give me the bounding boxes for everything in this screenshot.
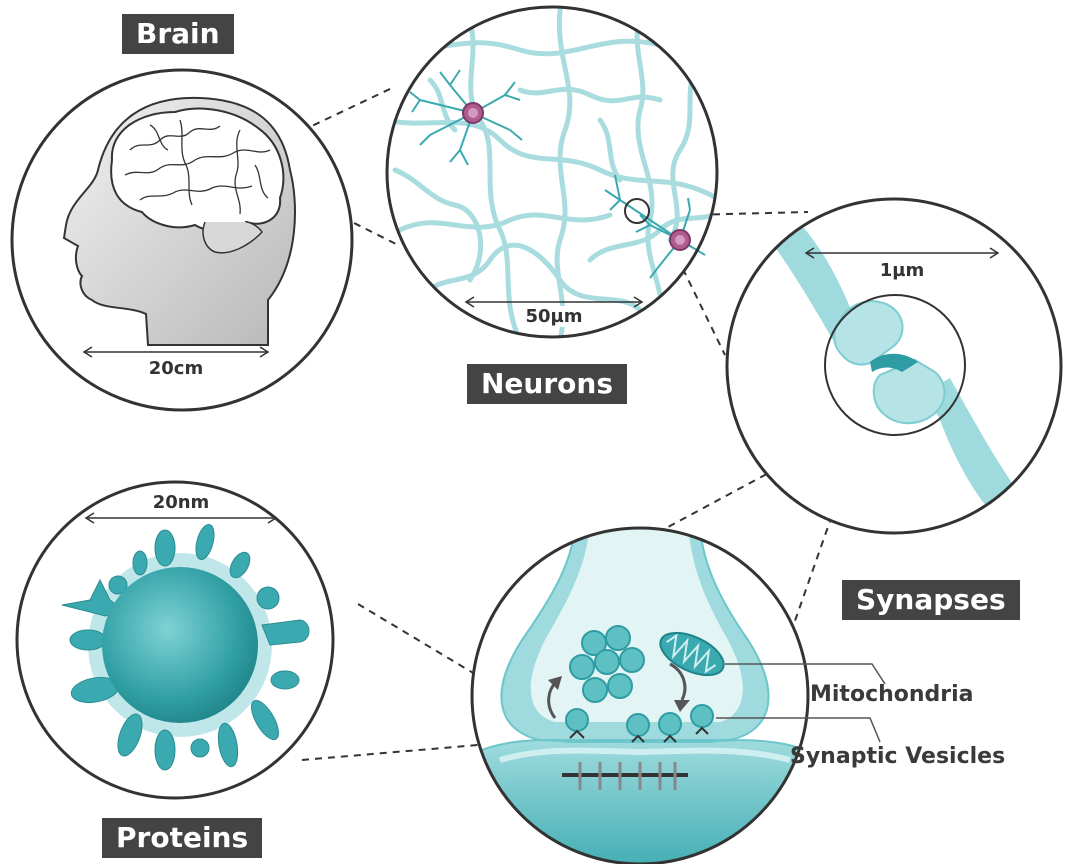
proteins-panel [15,480,335,800]
neurons-panel [385,5,719,339]
neurons-label: Neurons [467,364,628,404]
synapses-scale-label: 1µm [875,260,929,281]
mitochondria-callout: Mitochondria [810,682,974,707]
brain-shape [110,107,285,233]
brain-panel [10,68,354,412]
mitochondria-leader [725,663,886,685]
vesicles-callout: Synaptic Vesicles [790,744,1006,769]
brain-label: Brain [122,14,234,54]
proteins-label: Proteins [102,818,263,858]
neurons-scale-label: 50µm [521,306,587,327]
synapses-label: Synapses [842,580,1020,620]
synapse-detail-panel [470,526,886,864]
synapses-panel [725,197,1063,535]
proteins-scale-label: 20nm [148,492,214,513]
brain-scale-label: 20cm [144,358,208,379]
vesicles-leader [716,717,881,743]
mitochondrion [659,631,725,677]
neuron-cell-1 [409,69,523,166]
synapse-highlight-ring [624,198,650,224]
